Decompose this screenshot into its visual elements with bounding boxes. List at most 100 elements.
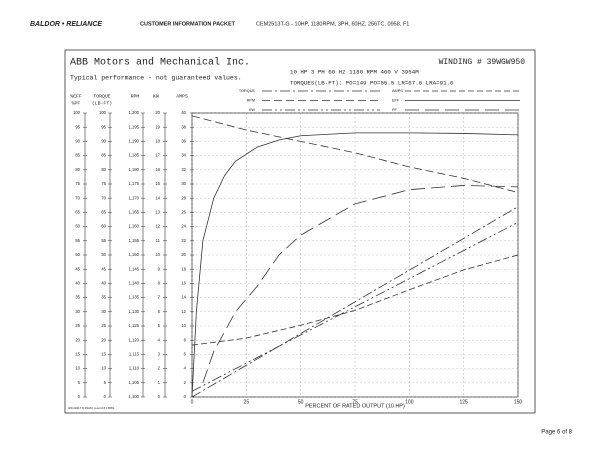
legend-label: EFF	[392, 99, 400, 103]
y-tick-label: 4	[158, 337, 161, 342]
legend-label: TORQUE	[239, 89, 256, 93]
section-title: CUSTOMER INFORMATION PACKET	[140, 21, 236, 27]
legend-label: RPM	[247, 99, 255, 103]
curve	[191, 132, 519, 398]
y-tick-label: 22	[181, 238, 186, 243]
y-tick-label: 75	[101, 181, 106, 186]
subtitle: Typical performance - not guaranteed val…	[70, 75, 242, 82]
y-tick-label: 45	[101, 266, 106, 271]
y-tick-label: 12	[181, 309, 186, 314]
y-tick-label: 30	[101, 309, 106, 314]
y-tick-label: 14	[155, 195, 160, 200]
curve	[191, 221, 519, 392]
y-tick-label: 75	[75, 181, 80, 186]
legend-label: AMPS	[392, 89, 403, 93]
curve	[191, 115, 519, 193]
x-tick-label: 125	[459, 399, 468, 405]
y-tick-label: 11	[156, 238, 161, 243]
y-tick-label: 25	[101, 323, 106, 328]
y-tick-label: 15	[75, 352, 80, 357]
y-tick-label: 0	[104, 394, 107, 399]
y-tick-label: 14	[181, 295, 186, 300]
y-tick-label: 1,175	[129, 181, 140, 186]
y-tick-label: 36	[181, 139, 186, 144]
x-tick-label: 75	[352, 399, 358, 405]
axis-header: (LB-FT)	[92, 100, 112, 106]
y-tick-label: 20	[155, 110, 160, 115]
x-tick-label: 50	[298, 399, 304, 405]
y-tick-label: 1	[158, 380, 161, 385]
y-tick-label: 4	[184, 366, 187, 371]
axis-header: %PF	[72, 100, 81, 106]
y-tick-label: 60	[75, 224, 80, 229]
y-tick-label: 5	[158, 323, 161, 328]
y-tick-label: 5	[78, 380, 81, 385]
axis-header: KW	[153, 93, 159, 99]
y-tick-label: 26	[181, 210, 186, 215]
y-tick-label: 1,160	[129, 224, 140, 229]
x-tick-label: 100	[405, 399, 414, 405]
y-tick-label: 60	[101, 224, 106, 229]
x-tick-label: 25	[244, 399, 250, 405]
y-tick-label: 10	[155, 252, 160, 257]
y-tick-label: 1,110	[129, 366, 140, 371]
y-tick-label: 35	[101, 295, 106, 300]
axis-header: TORQUE	[93, 93, 110, 99]
y-tick-label: 55	[101, 238, 106, 243]
y-tick-label: 20	[101, 337, 106, 342]
axis-header: %EFF	[70, 93, 82, 99]
y-tick-label: 25	[75, 323, 80, 328]
y-tick-label: 6	[158, 309, 161, 314]
y-tick-label: 50	[101, 252, 106, 257]
y-tick-label: 1,165	[129, 210, 140, 215]
y-tick-label: 65	[101, 210, 106, 215]
x-tick-label: 0	[191, 399, 194, 405]
y-tick-label: 7	[158, 295, 161, 300]
y-tick-label: 45	[75, 266, 80, 271]
y-tick-label: 5	[104, 380, 107, 385]
y-tick-label: 10	[101, 366, 106, 371]
y-tick-label: 2	[158, 366, 161, 371]
y-tick-label: 40	[101, 281, 106, 286]
curve	[191, 254, 519, 346]
y-tick-label: 0	[158, 394, 161, 399]
axis-header: RPM	[131, 93, 140, 99]
y-tick-label: 1,200	[129, 110, 140, 115]
y-tick-label: 38	[181, 124, 186, 129]
axis-header: AMPS	[176, 93, 188, 99]
y-tick-label: 90	[101, 139, 106, 144]
y-tick-label: 15	[101, 352, 106, 357]
y-tick-label: 8	[158, 281, 161, 286]
record: 3/21/2017 8:29AM, record # 16581	[68, 406, 115, 410]
curve	[202, 185, 519, 383]
y-tick-label: 65	[75, 210, 80, 215]
y-tick-label: 40	[181, 110, 186, 115]
y-tick-label: 15	[155, 181, 160, 186]
y-tick-label: 16	[155, 167, 160, 172]
y-tick-label: 10	[181, 323, 186, 328]
y-tick-label: 50	[75, 252, 80, 257]
y-tick-label: 80	[75, 167, 80, 172]
y-tick-label: 2	[184, 380, 187, 385]
y-tick-label: 85	[75, 153, 80, 158]
y-tick-label: 1,190	[129, 139, 140, 144]
y-tick-label: 85	[101, 153, 106, 158]
chart-title: ABB Motors and Mechanical Inc.	[70, 57, 250, 69]
y-tick-label: 1,155	[129, 238, 140, 243]
y-tick-label: 28	[181, 195, 186, 200]
y-tick-label: 100	[73, 110, 81, 115]
winding: WINDING # 39WGW950	[439, 58, 526, 67]
y-tick-label: 90	[75, 139, 80, 144]
y-tick-label: 1,150	[129, 252, 140, 257]
curve	[191, 206, 519, 398]
y-tick-label: 16	[181, 281, 186, 286]
y-tick-label: 1,145	[129, 266, 140, 271]
frame	[64, 49, 536, 414]
y-tick-label: 1,140	[129, 281, 140, 286]
y-tick-label: 70	[101, 195, 106, 200]
page-number: Page 6 of 8	[541, 430, 572, 436]
y-tick-label: 12	[155, 224, 160, 229]
y-tick-label: 1,130	[129, 309, 140, 314]
legend-label: KW	[249, 108, 256, 112]
